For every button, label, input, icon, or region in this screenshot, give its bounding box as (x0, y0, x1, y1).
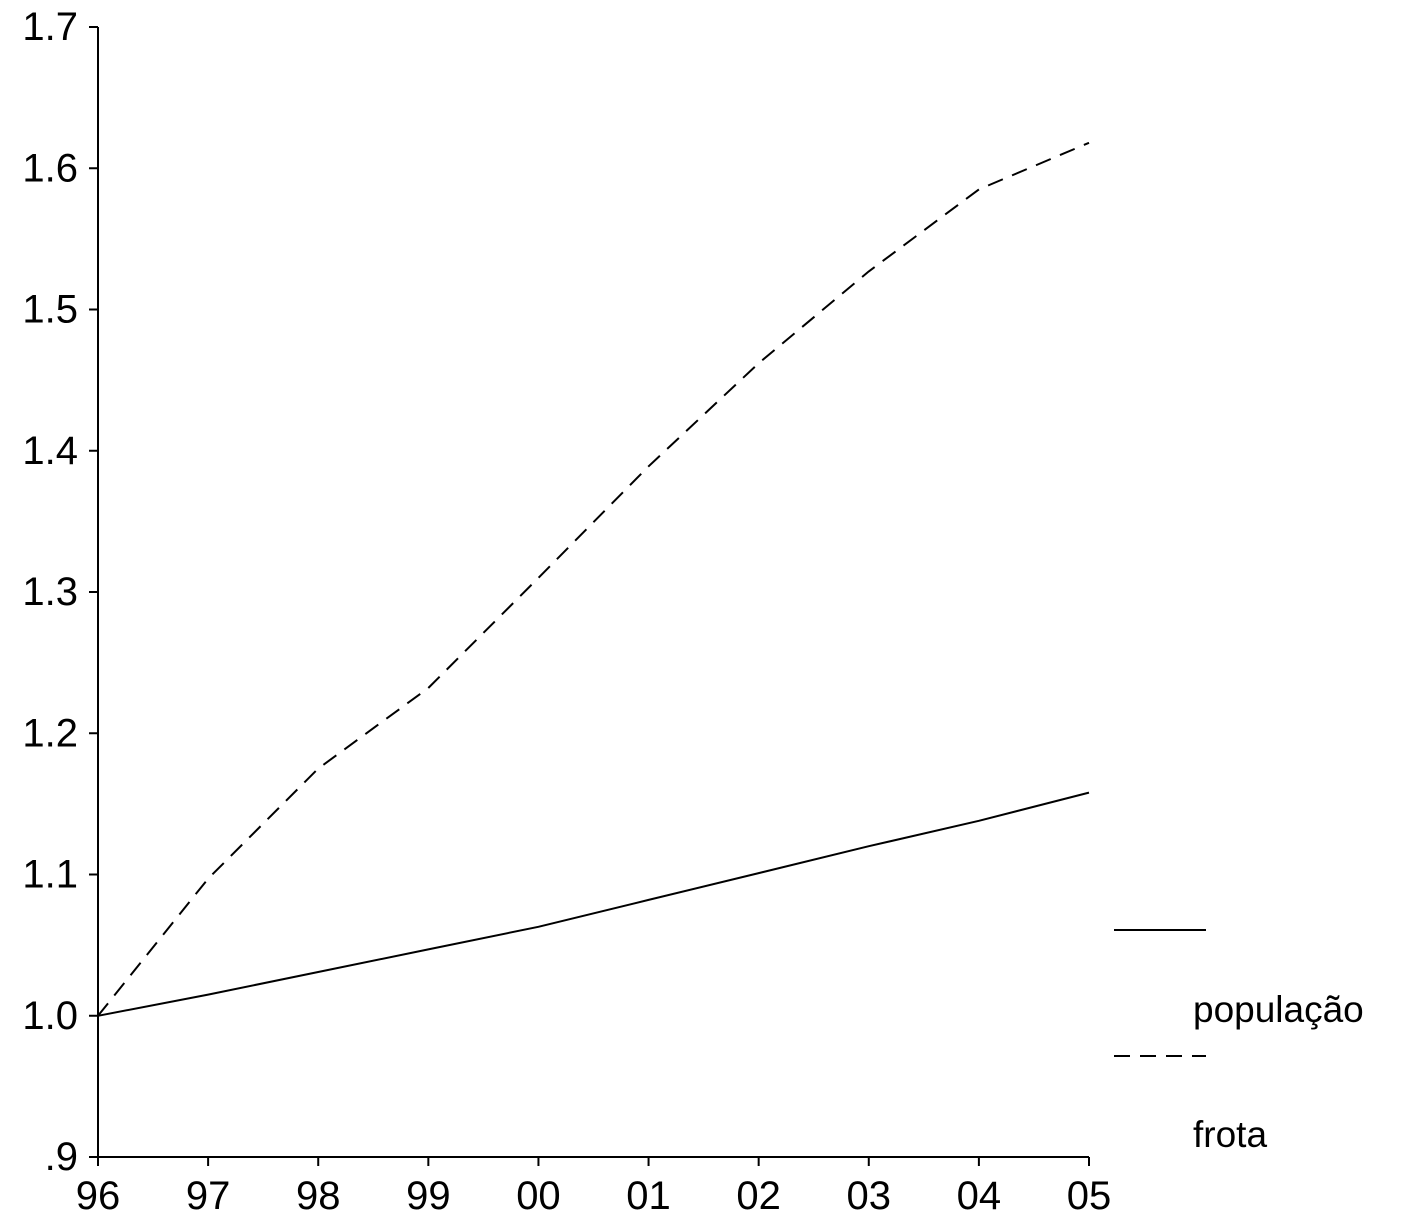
x-tick-label: 03 (847, 1174, 892, 1217)
x-tick-label: 00 (516, 1174, 561, 1217)
series-lines (97, 141, 1090, 1017)
x-tick-label: 98 (296, 1174, 341, 1217)
y-tick-label: 1.0 (22, 994, 78, 1038)
x-tick-label: 05 (1067, 1174, 1112, 1217)
y-tick-label: 1.4 (22, 429, 78, 473)
x-tick-label: 01 (626, 1174, 671, 1217)
legend: população frota (1114, 929, 1364, 1155)
y-tick-label: 1.1 (22, 853, 78, 897)
x-tick-label: 96 (76, 1174, 121, 1217)
y-tick-label: .9 (45, 1135, 78, 1179)
x-tick-label: 02 (736, 1174, 781, 1217)
x-tick-label: 04 (957, 1174, 1002, 1217)
y-tick-label: 1.7 (22, 5, 78, 49)
legend-label-2: frota (1193, 1114, 1267, 1155)
y-tick-label: 1.3 (22, 570, 78, 614)
x-tick-label: 99 (406, 1174, 451, 1217)
legend-label-1: população (1193, 989, 1364, 1030)
x-ticks: 96 97 98 99 00 01 02 03 04 05 (76, 1157, 1112, 1217)
series-line-1 (97, 791, 1090, 1017)
y-tick-label: 1.6 (22, 146, 78, 190)
y-tick-label: 1.2 (22, 711, 78, 755)
series-line-2 (97, 141, 1090, 1017)
x-tick-label: 97 (186, 1174, 231, 1217)
y-ticks: .9 1.0 1.1 1.2 1.3 1.4 1.5 1.6 1.7 (22, 5, 98, 1179)
y-tick-label: 1.5 (22, 288, 78, 332)
